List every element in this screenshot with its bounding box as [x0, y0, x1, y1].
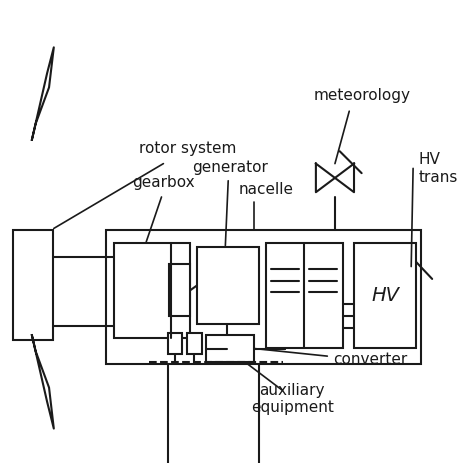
Text: HV: HV	[371, 286, 399, 305]
Text: converter: converter	[333, 352, 407, 367]
Text: generator: generator	[192, 160, 268, 175]
FancyBboxPatch shape	[354, 243, 416, 347]
Text: HV
trans: HV trans	[419, 152, 458, 184]
Text: meteorology: meteorology	[313, 88, 410, 103]
FancyBboxPatch shape	[266, 243, 343, 347]
FancyBboxPatch shape	[13, 230, 53, 340]
FancyBboxPatch shape	[114, 243, 190, 338]
FancyBboxPatch shape	[197, 247, 259, 324]
Text: rotor system: rotor system	[138, 141, 236, 156]
Text: gearbox: gearbox	[132, 175, 195, 190]
Text: auxiliary
equipment: auxiliary equipment	[250, 383, 333, 415]
Polygon shape	[335, 164, 354, 192]
FancyBboxPatch shape	[169, 264, 190, 316]
Polygon shape	[316, 164, 335, 192]
FancyBboxPatch shape	[168, 333, 182, 354]
FancyBboxPatch shape	[187, 333, 201, 354]
Text: nacelle: nacelle	[239, 182, 294, 197]
Polygon shape	[32, 335, 54, 428]
FancyBboxPatch shape	[206, 335, 254, 362]
FancyBboxPatch shape	[106, 230, 421, 364]
Polygon shape	[32, 47, 54, 140]
